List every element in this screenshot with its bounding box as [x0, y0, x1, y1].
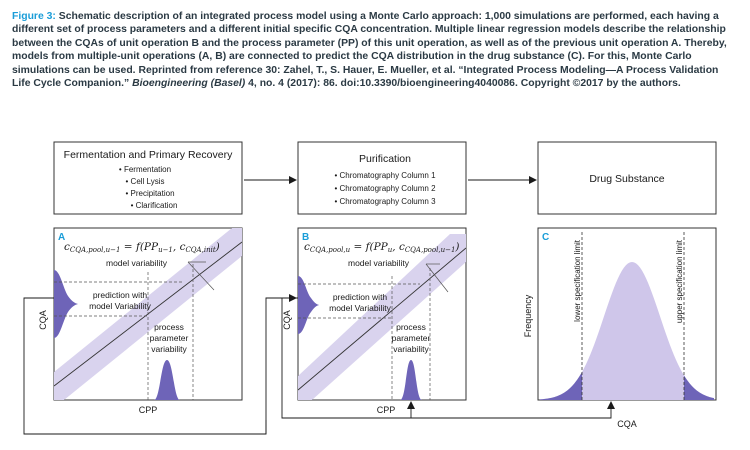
caption-text: Schematic description of an integrated p… [12, 11, 727, 90]
panel-a-prediction-label: model Variability [89, 301, 151, 311]
panel-a-ppv-label: variability [151, 344, 187, 354]
panel-c-x-axis-label: CQA [617, 419, 637, 429]
fermentation-item: • Cell Lysis [126, 177, 165, 186]
panel-b-x-axis-label: CPP [377, 405, 396, 415]
purification-item: • Chromatography Column 2 [334, 184, 436, 193]
fermentation-title: Fermentation and Primary Recovery [64, 149, 233, 161]
panel-b-ppv-label: process [396, 322, 426, 332]
panel-b-model-variability: model variability [348, 258, 410, 268]
panel-a: A cCQA,pool,u−1 = f(PPu−1, cCQA,init) mo… [38, 227, 243, 415]
panel-a-formula: cCQA,pool,u−1 = f(PPu−1, cCQA,init) [64, 241, 220, 254]
panel-b-ppv-label: variability [393, 344, 429, 354]
formula-lhs: c [64, 241, 70, 253]
purification-title: Purification [359, 153, 411, 165]
lower-spec-limit-label: lower specification limit [573, 239, 582, 322]
figure-caption: Figure 3: Schematic description of an in… [12, 10, 738, 90]
caption-label: Figure 3: [12, 11, 56, 22]
panel-a-parameter-distribution [154, 360, 180, 400]
formula-mid: = f(PP [120, 241, 159, 253]
formula-end: ) [215, 241, 220, 253]
panel-c-letter: C [542, 232, 549, 243]
upper-spec-limit-label: upper specification limit [675, 239, 684, 323]
panel-b-regression-line [297, 247, 467, 391]
formula-mid: = f(PP [350, 241, 389, 253]
panel-a-x-axis-label: CPP [139, 405, 158, 415]
panel-c: C lower specification limit upper specif… [523, 227, 717, 429]
caption-tail: 4, no. 4 (2017): 86. doi:10.3390/bioengi… [245, 78, 681, 90]
purification-item: • Chromatography Column 3 [334, 197, 436, 206]
connector-b-to-c [281, 297, 615, 419]
panel-c-cqa-distribution [540, 262, 714, 400]
panel-b-y-axis-label: CQA [282, 310, 292, 330]
formula-sub: CQA,pool,u [310, 246, 351, 254]
panel-b-prediction-distribution [298, 276, 320, 334]
formula-end: ) [454, 241, 459, 253]
fermentation-item: • Fermentation [119, 165, 171, 174]
panel-c-y-axis-label: Frequency [523, 294, 533, 337]
panel-a-letter: A [58, 232, 65, 243]
caption-journal: Bioengineering (Basel) [132, 78, 246, 90]
panel-c-upper-tail [684, 375, 714, 400]
panel-a-prediction-label: prediction with [93, 290, 148, 300]
panel-b-ppv-label: parameter [392, 333, 431, 343]
fermentation-box: Fermentation and Primary Recovery • Ferm… [53, 141, 243, 215]
purification-box: Purification • Chromatography Column 1 •… [297, 141, 467, 215]
formula-sep: , c [173, 241, 186, 253]
formula-sub: u [388, 246, 393, 254]
panel-b-parameter-distribution [400, 360, 422, 400]
panel-b-prediction-label: prediction with [333, 292, 388, 302]
panel-a-ppv-label: parameter [150, 333, 189, 343]
panel-a-y-axis-label: CQA [38, 310, 48, 330]
drug-substance-box: Drug Substance [537, 141, 717, 215]
fermentation-item: • Clarification [131, 201, 178, 210]
formula-sub: CQA,init [185, 246, 215, 254]
panel-b-model-band [298, 234, 466, 400]
fermentation-item: • Precipitation [125, 189, 174, 198]
panel-a-model-variability: model variability [106, 258, 168, 268]
panel-b-formula: cCQA,pool,u = f(PPu, cCQA,pool,u−1) [304, 241, 460, 254]
formula-sub: CQA,pool,u−1 [70, 246, 121, 254]
panel-b-prediction-label: model Variability [329, 303, 391, 313]
purification-item: • Chromatography Column 1 [334, 171, 436, 180]
panel-c-lower-tail [540, 372, 582, 400]
formula-sep: , c [392, 241, 405, 253]
connector-a-to-b [23, 294, 297, 435]
panel-b: B cCQA,pool,u = f(PPu, cCQA,pool,u−1) mo… [282, 227, 467, 415]
formula-sub: CQA,pool,u−1 [405, 246, 456, 254]
panel-a-prediction-distribution [54, 270, 79, 338]
drug-substance-title: Drug Substance [589, 173, 664, 185]
formula-lhs: c [304, 241, 310, 253]
formula-sub: u−1 [158, 246, 173, 254]
panel-b-letter: B [302, 232, 309, 243]
panel-a-ppv-label: process [154, 322, 184, 332]
